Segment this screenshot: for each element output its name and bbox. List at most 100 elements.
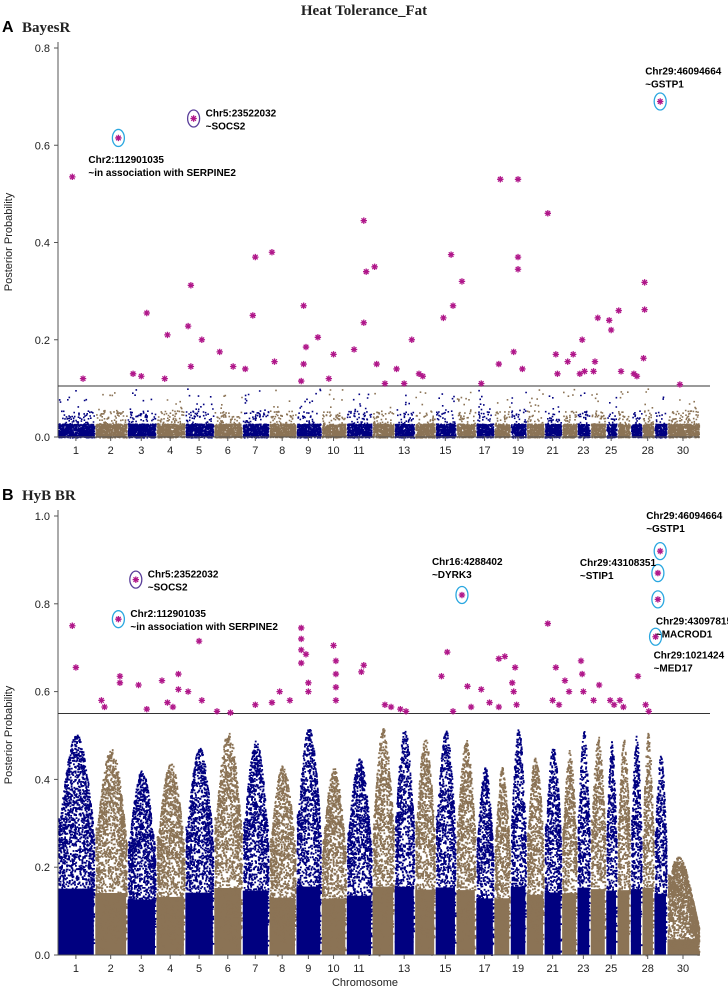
x-tick-label: 2 — [108, 445, 114, 457]
snp-density-chr-29 — [654, 893, 666, 955]
snp-density-chr-25 — [606, 890, 617, 955]
significant-snp — [381, 380, 389, 387]
significant-snp — [676, 381, 684, 388]
significant-snp — [360, 662, 367, 669]
snp-cloud-chr-5 — [185, 388, 215, 439]
significant-snp — [330, 642, 337, 649]
significant-snp — [561, 677, 569, 684]
x-tick-label: 13 — [398, 445, 410, 457]
highlight-ellipse — [648, 627, 663, 646]
significant-snp — [495, 655, 503, 662]
x-tick-label: 10 — [327, 445, 339, 457]
annotations: Chr2:112901035 ~in association with SERPI… — [111, 511, 728, 675]
annotation-snp: Chr5:23522032 — [148, 570, 219, 581]
significant-snp — [271, 358, 278, 365]
y-tick-label: 0.2 — [35, 335, 50, 347]
snp-cloud-chr-9 — [296, 388, 322, 439]
snp-cloud-chr-15 — [435, 730, 457, 954]
significant-snp — [213, 708, 221, 715]
highlight-ellipse — [653, 541, 667, 561]
significant-snp — [606, 697, 614, 704]
snp-cloud-chr-22 — [562, 750, 578, 953]
significant-snp — [555, 701, 563, 708]
x-tick-label: 25 — [605, 963, 617, 975]
significant-snp — [549, 697, 556, 704]
significant-snp — [478, 380, 485, 387]
snp-cloud-chr-12 — [372, 728, 395, 957]
significant-snp — [198, 697, 206, 704]
significant-snp — [164, 699, 171, 706]
annotation: Chr29:46094664 ~GSTP1 — [645, 66, 722, 111]
significant-snp — [640, 355, 647, 362]
snp-cloud-chr-17 — [476, 389, 495, 439]
significant-snp — [654, 569, 662, 577]
snp-cloud-chr-2 — [95, 392, 128, 439]
x-tick-label: 8 — [279, 963, 285, 975]
significant-snp — [229, 363, 237, 370]
snp-cloud-chr-24 — [590, 736, 607, 952]
significant-snp — [400, 380, 408, 387]
significant-snp — [268, 249, 276, 256]
annotation-snp: Chr29:46094664 — [645, 66, 722, 77]
significant-snp — [514, 253, 522, 261]
significant-snp — [300, 302, 307, 309]
significant-snp — [654, 596, 662, 603]
x-tick-label: 7 — [252, 963, 258, 975]
significant-snp — [615, 307, 622, 314]
annotation-gene: ~DYRK3 — [432, 570, 472, 581]
panel-bayesr: A BayesR Posterior Probability 0.0 0.2 0.4… — [2, 19, 722, 457]
x-tick-label: 1 — [73, 963, 79, 975]
significant-snp — [447, 251, 455, 258]
significant-snp — [98, 697, 105, 704]
significant-snp — [164, 331, 171, 339]
significant-snp — [519, 365, 526, 373]
significant-snp — [198, 336, 206, 343]
snp-cloud-chr-28 — [642, 732, 655, 957]
x-tick-label: 10 — [327, 963, 339, 975]
annotation-gene: ~GSTP1 — [646, 524, 685, 535]
highlight-ellipse — [455, 585, 469, 605]
annotation-snp: Chr2:112901035 — [88, 155, 164, 166]
snp-cloud-chr-25 — [606, 396, 618, 439]
x-tick-label: 7 — [252, 445, 258, 457]
snp-cloud-chr-26 — [617, 391, 631, 439]
annotation-gene: ~MACROD1 — [656, 629, 713, 640]
snp-cloud-chr-11 — [346, 758, 373, 956]
snp-cloud-chr-24 — [590, 393, 607, 439]
snp-cloud-chr-9 — [296, 729, 322, 953]
snp-cloud-chr-22 — [562, 388, 578, 439]
x-tick-label: 17 — [478, 963, 490, 975]
significant-snp — [552, 664, 560, 671]
annotations: Chr2:112901035 ~in association with SERPI… — [88, 66, 721, 178]
snp-cloud-chr-12 — [372, 392, 395, 439]
significant-snp — [656, 98, 664, 105]
snp-cloud-chr-10 — [321, 389, 347, 439]
snp-cloud-chr-20 — [526, 757, 545, 946]
significant-snp — [184, 688, 192, 695]
significant-snp — [641, 306, 648, 313]
snp-cloud-chr-20 — [526, 389, 545, 439]
snp-cloud-chr-6 — [214, 394, 243, 439]
significant-snp — [69, 622, 76, 629]
x-tick-label: 4 — [167, 445, 173, 457]
significant-snp — [387, 703, 395, 711]
x-tick-label: 23 — [577, 963, 589, 975]
highlight-ellipse — [186, 109, 201, 128]
significant-snp — [252, 253, 259, 261]
y-tick-label: 0.6 — [35, 687, 50, 699]
annotation: Chr2:112901035 ~in association with SERPI… — [88, 128, 236, 179]
annotation: Chr29:1021424 ~MED17 — [648, 627, 725, 675]
snp-cloud-chr-19 — [510, 729, 528, 945]
snp-cloud-chr-29 — [654, 755, 668, 956]
x-tick-label: 30 — [677, 963, 689, 975]
snp-density-chr-27 — [630, 889, 642, 955]
significant-snp — [641, 279, 648, 286]
snp-cloud-chr-30 — [667, 856, 701, 956]
snp-density-chr-17 — [476, 898, 493, 955]
snp-cloud-chr-18 — [494, 767, 512, 952]
snp-cloud-chr-19 — [510, 391, 527, 439]
significant-snp — [419, 373, 426, 380]
x-tick-label: 4 — [167, 963, 173, 975]
significant-snp — [302, 651, 310, 658]
significant-snp — [116, 673, 124, 680]
